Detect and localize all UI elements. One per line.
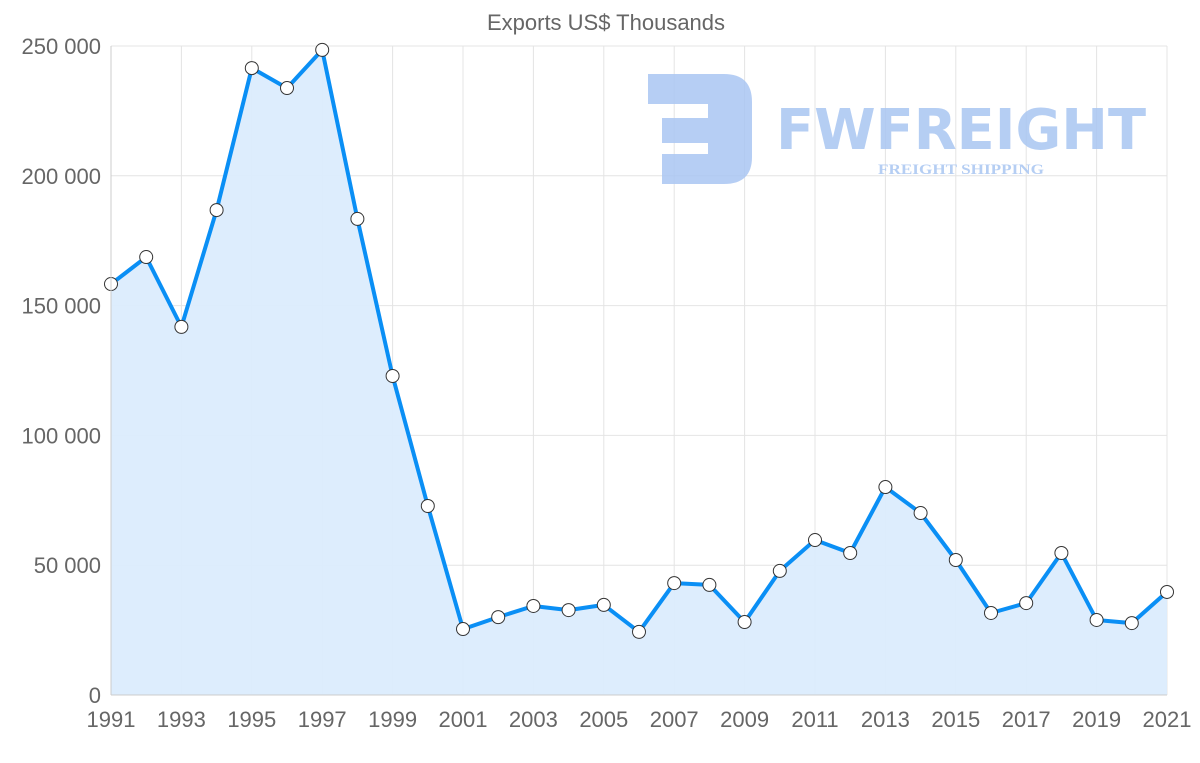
x-tick-label: 2005 [579,707,628,732]
x-tick-label: 1995 [227,707,276,732]
x-tick-label: 1997 [298,707,347,732]
series-area [111,49,1167,695]
data-point[interactable] [1089,612,1104,627]
data-point[interactable] [878,480,893,495]
data-point[interactable] [1054,545,1069,560]
y-tick-label: 250 000 [21,34,101,59]
x-tick-label: 1991 [87,707,136,732]
x-tick-label: 2003 [509,707,558,732]
data-point[interactable] [984,605,998,620]
logo-brand: FWFREIGHT [776,98,1146,163]
data-point[interactable] [209,203,224,218]
x-tick-label: 2019 [1072,707,1121,732]
data-point[interactable] [772,563,787,578]
x-tick-label: 2013 [861,707,910,732]
data-point[interactable] [561,603,576,618]
data-point[interactable] [350,211,365,226]
data-point[interactable] [1019,596,1034,611]
y-tick-label: 150 000 [21,294,101,319]
data-point[interactable] [1124,616,1139,631]
data-point[interactable] [491,610,506,625]
data-point[interactable] [315,42,330,57]
x-tick-label: 1993 [157,707,206,732]
data-point[interactable] [139,250,154,265]
x-tick-label: 2017 [1002,707,1051,732]
y-tick-label: 50 000 [34,553,101,578]
data-point[interactable] [632,624,646,639]
x-tick-label: 2001 [439,707,488,732]
data-point[interactable] [737,615,752,630]
fwfreight-logo-watermark: FWFREIGHT FREIGHT SHIPPING [648,74,1146,184]
data-point[interactable] [456,622,470,637]
y-tick-label: 100 000 [21,423,101,448]
x-tick-label: 2021 [1143,707,1192,732]
data-point[interactable] [702,577,717,592]
y-tick-label: 200 000 [21,164,101,189]
data-point[interactable] [808,533,822,548]
y-tick-label: 0 [89,683,101,708]
data-point[interactable] [244,61,259,76]
data-point[interactable] [596,597,611,612]
data-point[interactable] [420,499,435,514]
x-tick-label: 2009 [720,707,769,732]
data-point[interactable] [385,368,400,383]
data-point[interactable] [174,319,189,334]
chart-title: Exports US$ Thousands [487,10,725,35]
x-tick-label: 2007 [650,707,699,732]
logo-mark-icon [648,74,752,184]
axes: 0 50 000 100 000 150 000 200 000 250 000 1991 1… [21,34,1191,732]
data-point[interactable] [843,545,858,560]
data-point[interactable] [913,506,928,521]
data-point[interactable] [526,598,541,613]
data-point[interactable] [1160,584,1174,599]
data-point[interactable] [948,553,963,568]
x-tick-label: 2011 [791,707,838,732]
data-point[interactable] [667,576,682,591]
logo-tagline: FREIGHT SHIPPING [878,162,1044,178]
x-tick-label: 1999 [368,707,417,732]
data-point[interactable] [280,81,294,96]
series [104,42,1174,695]
x-tick-label: 2015 [931,707,980,732]
